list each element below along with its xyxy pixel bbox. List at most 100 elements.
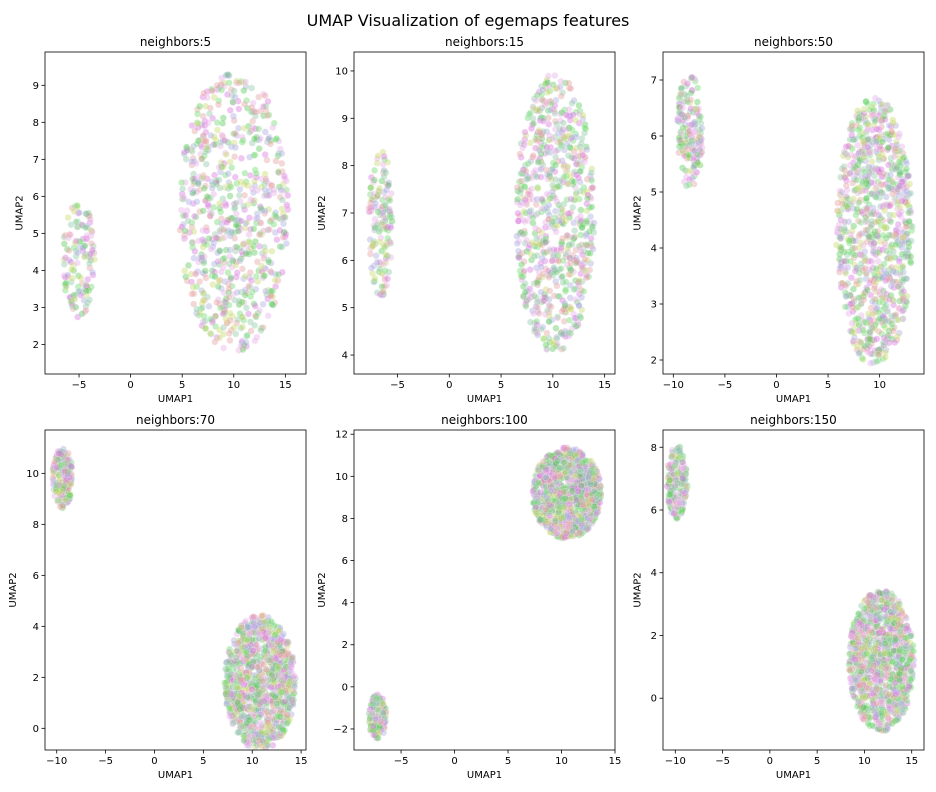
data-point: [574, 321, 582, 329]
data-point: [251, 238, 259, 246]
data-point: [530, 104, 538, 112]
data-point: [198, 322, 206, 330]
data-point: [534, 209, 542, 217]
data-point: [211, 140, 219, 149]
data-point: [199, 207, 207, 215]
data-point: [257, 204, 265, 212]
data-point: [193, 283, 201, 291]
data-point: [241, 291, 249, 299]
data-point: [864, 182, 872, 190]
data-point: [222, 246, 230, 254]
data-point: [693, 150, 701, 158]
data-point: [84, 275, 92, 283]
data-point: [562, 172, 570, 180]
data-point: [519, 166, 527, 174]
data-point: [232, 273, 240, 281]
data-point: [520, 267, 528, 275]
data-point: [84, 284, 92, 292]
data-point: [227, 274, 235, 282]
data-point: [534, 243, 542, 251]
data-point: [259, 90, 267, 98]
data-point: [565, 329, 573, 337]
data-point: [212, 136, 220, 144]
data-point: [681, 141, 689, 149]
data-point: [240, 240, 248, 248]
data-point: [686, 130, 694, 138]
data-point: [230, 130, 238, 138]
data-point: [884, 270, 892, 279]
data-point: [284, 191, 292, 199]
data-point: [60, 255, 68, 264]
data-point: [81, 308, 89, 316]
data-point: [201, 267, 209, 275]
data-point: [879, 287, 887, 295]
data-point: [532, 302, 540, 311]
data-point: [203, 227, 211, 235]
data-point: [525, 173, 533, 181]
data-point: [224, 185, 232, 193]
data-point: [898, 233, 906, 242]
data-point: [196, 102, 204, 110]
data-point: [517, 185, 525, 193]
data-point: [193, 140, 201, 148]
data-point: [247, 127, 255, 135]
data-point: [75, 287, 83, 295]
data-point: [571, 277, 580, 285]
data-point: [223, 228, 231, 236]
data-point: [243, 97, 251, 105]
data-point: [374, 191, 382, 199]
data-point: [85, 212, 94, 220]
data-point: [225, 252, 234, 260]
data-point: [241, 272, 249, 280]
data-point: [235, 227, 243, 235]
data-point: [521, 229, 529, 238]
data-point: [571, 183, 579, 191]
data-point: [515, 254, 523, 262]
data-point: [856, 250, 865, 258]
data-point: [837, 246, 845, 254]
data-point: [562, 217, 570, 225]
data-point: [862, 197, 870, 205]
data-point: [526, 139, 534, 147]
data-point: [566, 281, 574, 289]
data-point: [846, 169, 854, 177]
data-point: [575, 258, 583, 267]
data-point: [255, 136, 263, 144]
data-point: [538, 90, 546, 98]
data-point: [696, 161, 704, 169]
data-point: [887, 160, 896, 168]
data-point: [208, 267, 216, 275]
data-point: [515, 237, 523, 245]
data-point: [585, 273, 593, 281]
data-point: [571, 314, 579, 322]
data-point: [214, 296, 222, 304]
data-point: [527, 206, 535, 215]
data-point: [264, 295, 272, 303]
data-point: [550, 184, 558, 192]
data-point: [201, 324, 210, 332]
data-point: [545, 201, 553, 209]
data-point: [67, 297, 75, 305]
data-point: [260, 243, 268, 251]
data-point: [234, 315, 242, 324]
data-point: [577, 231, 585, 239]
data-point: [562, 305, 570, 313]
data-point: [199, 132, 207, 140]
data-point: [200, 296, 208, 304]
data-point: [240, 78, 248, 86]
data-point: [516, 267, 524, 275]
data-point: [227, 85, 235, 93]
data-point: [561, 287, 570, 295]
data-point: [241, 191, 249, 199]
data-point: [861, 117, 869, 125]
data-point: [676, 103, 684, 111]
data-point: [566, 264, 574, 272]
data-point: [217, 268, 225, 276]
data-point: [556, 83, 564, 91]
data-point: [379, 209, 387, 217]
data-point: [544, 107, 552, 115]
data-point: [522, 131, 530, 139]
data-point: [530, 95, 538, 103]
data-point: [679, 104, 687, 112]
data-point: [384, 234, 392, 242]
